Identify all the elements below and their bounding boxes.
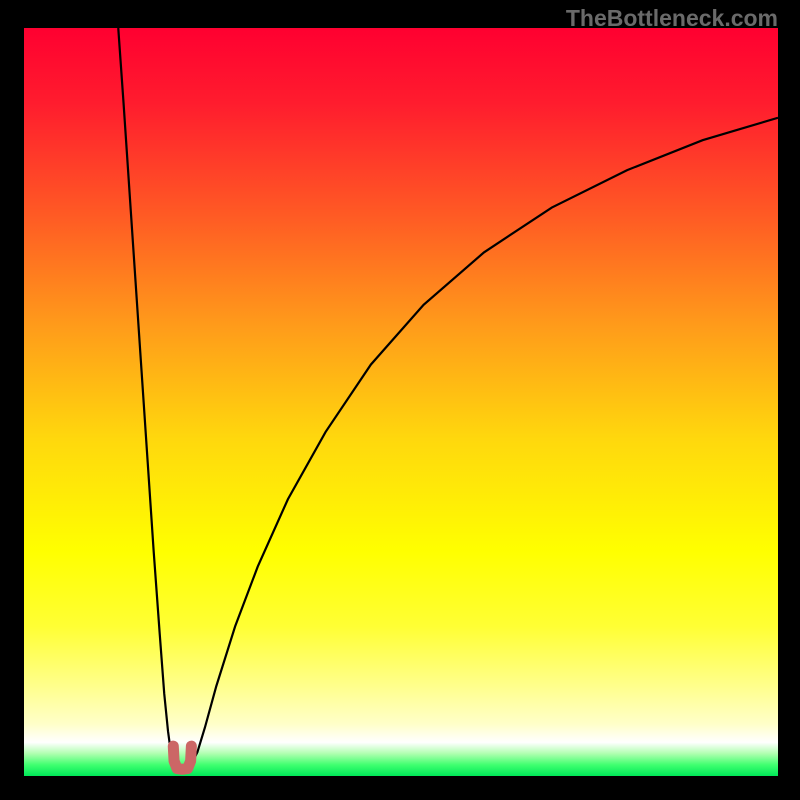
plot-svg [24,28,778,776]
plot-area [24,28,778,776]
watermark-text: TheBottleneck.com [566,5,778,32]
gradient-background [24,28,778,776]
plot-container [24,28,778,776]
